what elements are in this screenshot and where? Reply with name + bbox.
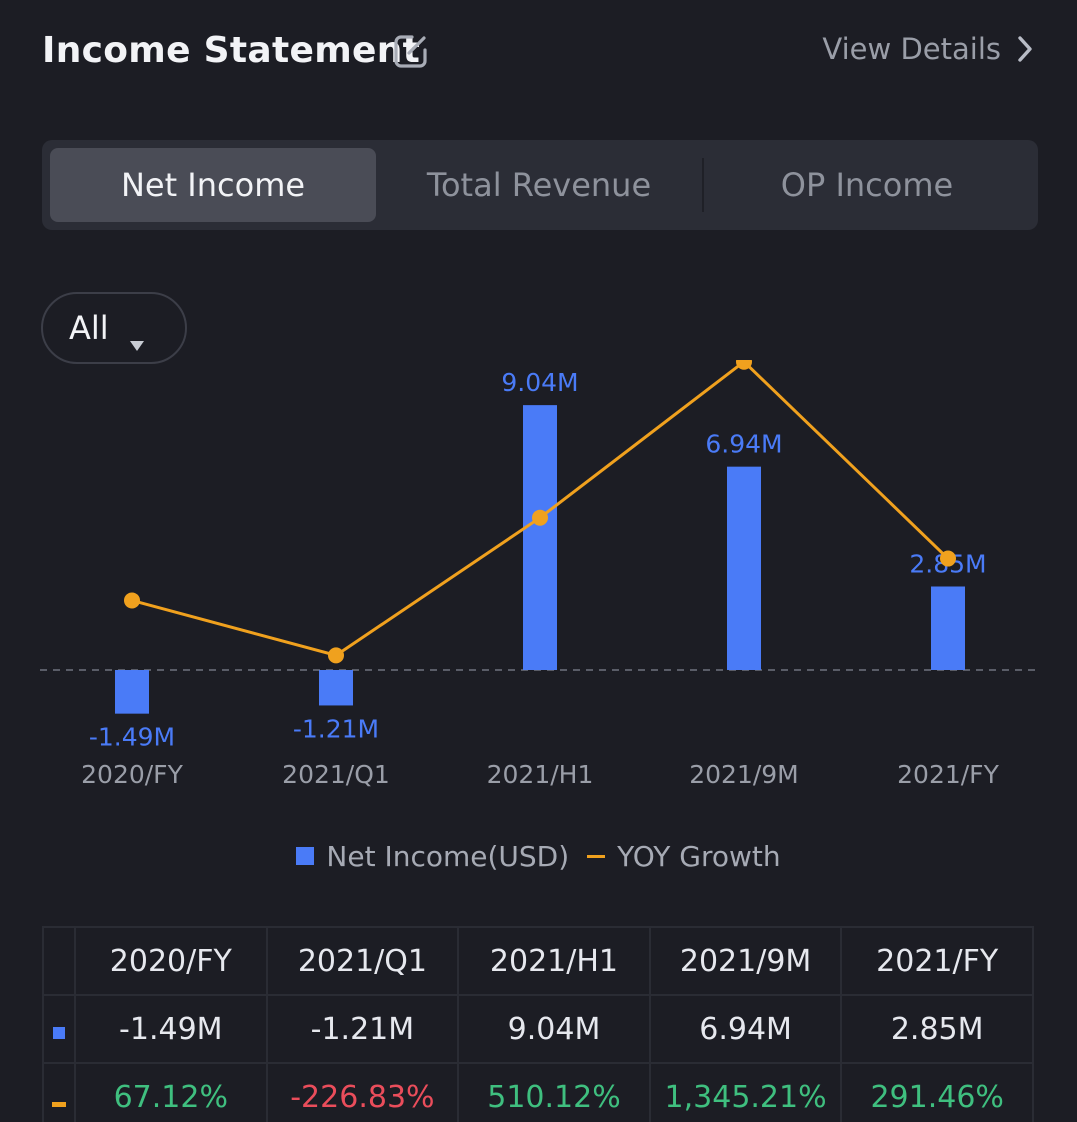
bar-value-label: 6.94M — [705, 430, 782, 459]
header: Income Statement View Details — [42, 28, 1035, 78]
legend-swatch-bar — [296, 847, 315, 865]
table-cell: 1,345.21% — [648, 1062, 843, 1122]
chart-legend: Net Income(USD) YOY Growth — [0, 836, 1077, 876]
yoy-growth-point — [532, 509, 548, 526]
table-header-cell: 2020/FY — [74, 926, 268, 996]
x-tick-label: 2021/H1 — [487, 760, 594, 789]
row-marker-net-income — [42, 994, 76, 1064]
table-row-net-income: -1.49M -1.21M 9.04M 6.94M 2.85M — [42, 994, 1034, 1064]
bar-value-label: -1.49M — [89, 723, 175, 752]
tab-total-revenue[interactable]: Total Revenue — [426, 166, 652, 204]
table-header-cell: 2021/H1 — [457, 926, 651, 996]
net-income-chart: -1.49M 2020/FY -1.21M 2021/Q1 9.04M 2021/H1 6.… — [40, 360, 1037, 789]
table-corner-cell — [42, 926, 76, 996]
row-marker-yoy-growth — [42, 1062, 76, 1122]
view-details-label: View Details — [822, 32, 1001, 66]
metric-tabs: Net Income Total Revenue OP Income — [42, 140, 1038, 230]
table-cell: 291.46% — [840, 1062, 1034, 1122]
table-cell: 6.94M — [648, 994, 843, 1064]
table-row-yoy-growth: 67.12% -226.83% 510.12% 1,345.21% 291.46… — [42, 1062, 1034, 1122]
chevron-right-icon — [1015, 35, 1035, 63]
bar — [727, 466, 761, 670]
x-tick-label: 2020/FY — [81, 760, 183, 789]
legend-label-yoy-growth: YOY Growth — [617, 839, 781, 873]
caret-down-icon — [129, 322, 145, 351]
table-header-row: 2020/FY 2021/Q1 2021/H1 2021/9M 2021/FY — [42, 926, 1034, 996]
table-header-cell: 2021/9M — [648, 926, 843, 996]
bar-value-label: 9.04M — [501, 368, 578, 397]
table-header-cell: 2021/FY — [840, 926, 1034, 996]
legend-item-yoy-growth[interactable]: YOY Growth — [587, 839, 781, 873]
data-table: 2020/FY 2021/Q1 2021/H1 2021/9M 2021/FY … — [42, 926, 1034, 1122]
table-header-cell: 2021/Q1 — [265, 926, 460, 996]
tab-op-income[interactable]: OP Income — [780, 166, 954, 204]
x-tick-label: 2021/Q1 — [282, 760, 390, 789]
table-cell: 510.12% — [457, 1062, 651, 1122]
period-filter-label: All — [69, 309, 109, 347]
yoy-growth-point — [736, 360, 752, 370]
view-details-link[interactable]: View Details — [822, 32, 1035, 66]
table-cell: 67.12% — [74, 1062, 268, 1122]
tab-divider — [702, 158, 704, 212]
bar — [523, 405, 557, 670]
bar — [115, 670, 149, 714]
bar-value-label: -1.21M — [293, 714, 379, 743]
period-filter-dropdown[interactable]: All — [41, 292, 187, 364]
page-title: Income Statement — [42, 30, 421, 71]
bar — [931, 586, 965, 670]
x-tick-label: 2021/FY — [897, 760, 999, 789]
table-cell: -1.21M — [265, 994, 460, 1064]
table-cell: 9.04M — [457, 994, 651, 1064]
legend-label-net-income: Net Income(USD) — [326, 839, 570, 873]
bar — [319, 670, 353, 706]
table-cell: -1.49M — [74, 994, 268, 1064]
legend-item-net-income[interactable]: Net Income(USD) — [296, 840, 569, 873]
edit-icon[interactable] — [392, 32, 430, 70]
table-cell: -226.83% — [265, 1062, 460, 1122]
yoy-growth-point — [124, 592, 140, 609]
legend-swatch-line — [587, 854, 606, 858]
x-tick-label: 2021/9M — [689, 760, 799, 789]
tab-net-income[interactable]: Net Income — [50, 148, 376, 222]
table-cell: 2.85M — [840, 994, 1034, 1064]
yoy-growth-point — [328, 647, 344, 664]
yoy-growth-point — [940, 550, 956, 567]
